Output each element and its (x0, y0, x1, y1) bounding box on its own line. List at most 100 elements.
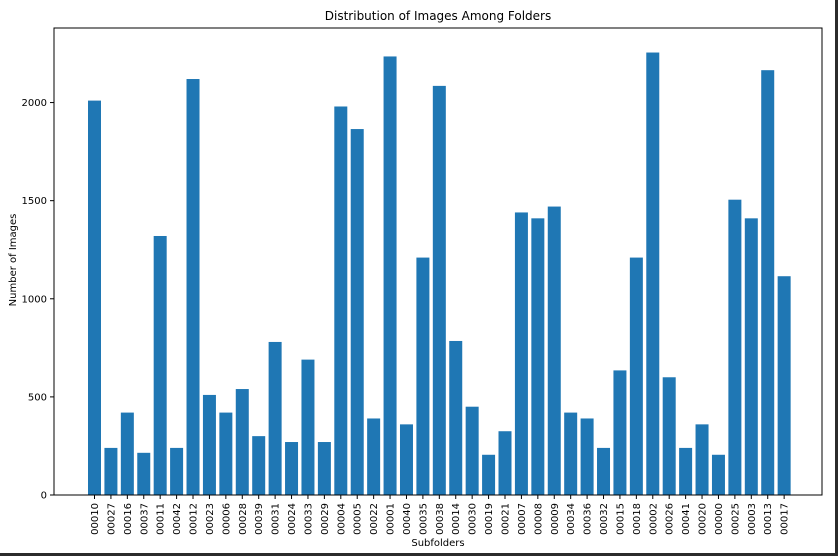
x-tick-label: 00038 (435, 503, 446, 535)
x-tick-label: 00009 (550, 503, 561, 535)
x-tick-label: 00016 (123, 503, 134, 535)
x-tick-label: 00022 (369, 503, 380, 535)
x-tick-label: 00032 (599, 503, 610, 535)
x-tick-label: 00028 (238, 503, 249, 535)
bar-00019 (482, 454, 496, 495)
bar-00020 (695, 424, 709, 495)
x-tick-label: 00015 (615, 503, 626, 535)
x-tick-label: 00005 (353, 503, 364, 535)
x-tick-label: 00002 (648, 503, 659, 535)
bar-00009 (547, 206, 561, 495)
bar-00041 (679, 447, 693, 495)
bar-00024 (285, 442, 299, 495)
bar-00000 (711, 454, 725, 495)
bar-00005 (350, 129, 364, 495)
bar-00023 (202, 394, 216, 495)
bar-00015 (613, 370, 627, 495)
x-tick-label: 00040 (402, 503, 413, 535)
x-tick-label: 00030 (468, 503, 479, 535)
bar-00004 (334, 106, 348, 495)
x-tick-label: 00008 (533, 503, 544, 535)
bar-00029 (317, 442, 331, 495)
bar-00025 (728, 199, 742, 496)
y-tick-label: 0 (41, 491, 47, 502)
x-tick-label: 00018 (632, 503, 643, 535)
bar-00010 (88, 100, 101, 496)
bar-00042 (170, 447, 184, 495)
bar-00003 (744, 218, 758, 495)
bar-00034 (564, 412, 578, 495)
bar-00014 (449, 340, 463, 495)
bar-00013 (761, 70, 775, 495)
x-tick-label: 00034 (566, 503, 577, 535)
x-tick-label: 00006 (221, 503, 232, 535)
x-tick-label: 00039 (254, 503, 265, 535)
x-tick-label: 00000 (714, 503, 725, 535)
y-tick-label: 2000 (22, 98, 47, 109)
x-tick-label: 00003 (747, 503, 758, 535)
x-tick-label: 00019 (484, 503, 495, 535)
x-tick-label: 00012 (189, 503, 200, 535)
bar-00012 (186, 79, 200, 495)
bar-00032 (597, 447, 611, 495)
bar-00036 (580, 418, 594, 495)
x-axis-label: Subfolders (411, 538, 464, 549)
y-tick-label: 500 (28, 392, 47, 403)
bar-00007 (514, 212, 528, 495)
bar-00028 (235, 389, 249, 495)
bar-00006 (219, 412, 233, 495)
bar-00021 (498, 431, 512, 495)
x-tick-label: 00037 (139, 503, 150, 535)
x-tick-label: 00041 (681, 503, 692, 535)
x-tick-label: 00035 (418, 503, 429, 535)
x-tick-label: 00033 (303, 503, 314, 535)
bar-00008 (531, 218, 545, 495)
bar-00001 (383, 56, 397, 495)
bar-00039 (252, 436, 266, 495)
x-tick-label: 00011 (156, 503, 167, 535)
bar-00002 (646, 52, 660, 495)
x-tick-label: 00001 (386, 503, 397, 535)
bar-00022 (367, 418, 381, 495)
bar-00030 (465, 406, 479, 495)
y-tick-label: 1500 (22, 196, 47, 207)
x-tick-label: 00027 (106, 503, 117, 535)
chart-title: Distribution of Images Among Folders (325, 9, 551, 23)
x-tick-label: 00004 (336, 503, 347, 535)
x-tick-label: 00021 (501, 503, 512, 535)
x-tick-label: 00013 (763, 503, 774, 535)
bar-00033 (301, 359, 315, 495)
x-tick-label: 00024 (287, 503, 298, 535)
y-axis-label: Number of Images (8, 214, 19, 307)
bar-00038 (432, 85, 446, 495)
x-tick-label: 00036 (583, 503, 594, 535)
bar-00011 (153, 235, 167, 496)
y-tick-label: 1000 (22, 294, 47, 305)
x-tick-label: 00031 (271, 503, 282, 535)
bar-00027 (104, 447, 118, 495)
x-tick-label: 00042 (172, 503, 183, 535)
bar-00040 (399, 424, 413, 495)
x-tick-label: 00025 (730, 503, 741, 535)
x-axis: 00010 00027 00016 00037 00011 00042 00012 00023… (90, 495, 791, 535)
bar-00016 (120, 412, 134, 495)
x-tick-label: 00010 (90, 503, 101, 535)
bar-00018 (629, 257, 643, 495)
x-tick-label: 00007 (517, 503, 528, 535)
x-tick-label: 00017 (780, 503, 791, 535)
bar-00037 (137, 452, 151, 495)
bar-00035 (416, 257, 430, 495)
bar-00026 (662, 377, 676, 495)
bar-00017 (777, 276, 791, 495)
bars (88, 52, 791, 496)
x-tick-label: 00026 (665, 503, 676, 535)
x-tick-label: 00014 (451, 503, 462, 535)
plot-area-border (53, 27, 823, 496)
y-axis: 0 500 1000 1500 2000 (22, 98, 54, 502)
x-tick-label: 00023 (205, 503, 216, 535)
x-tick-label: 00020 (698, 503, 709, 535)
bar-00031 (268, 341, 282, 495)
x-tick-label: 00029 (320, 503, 331, 535)
